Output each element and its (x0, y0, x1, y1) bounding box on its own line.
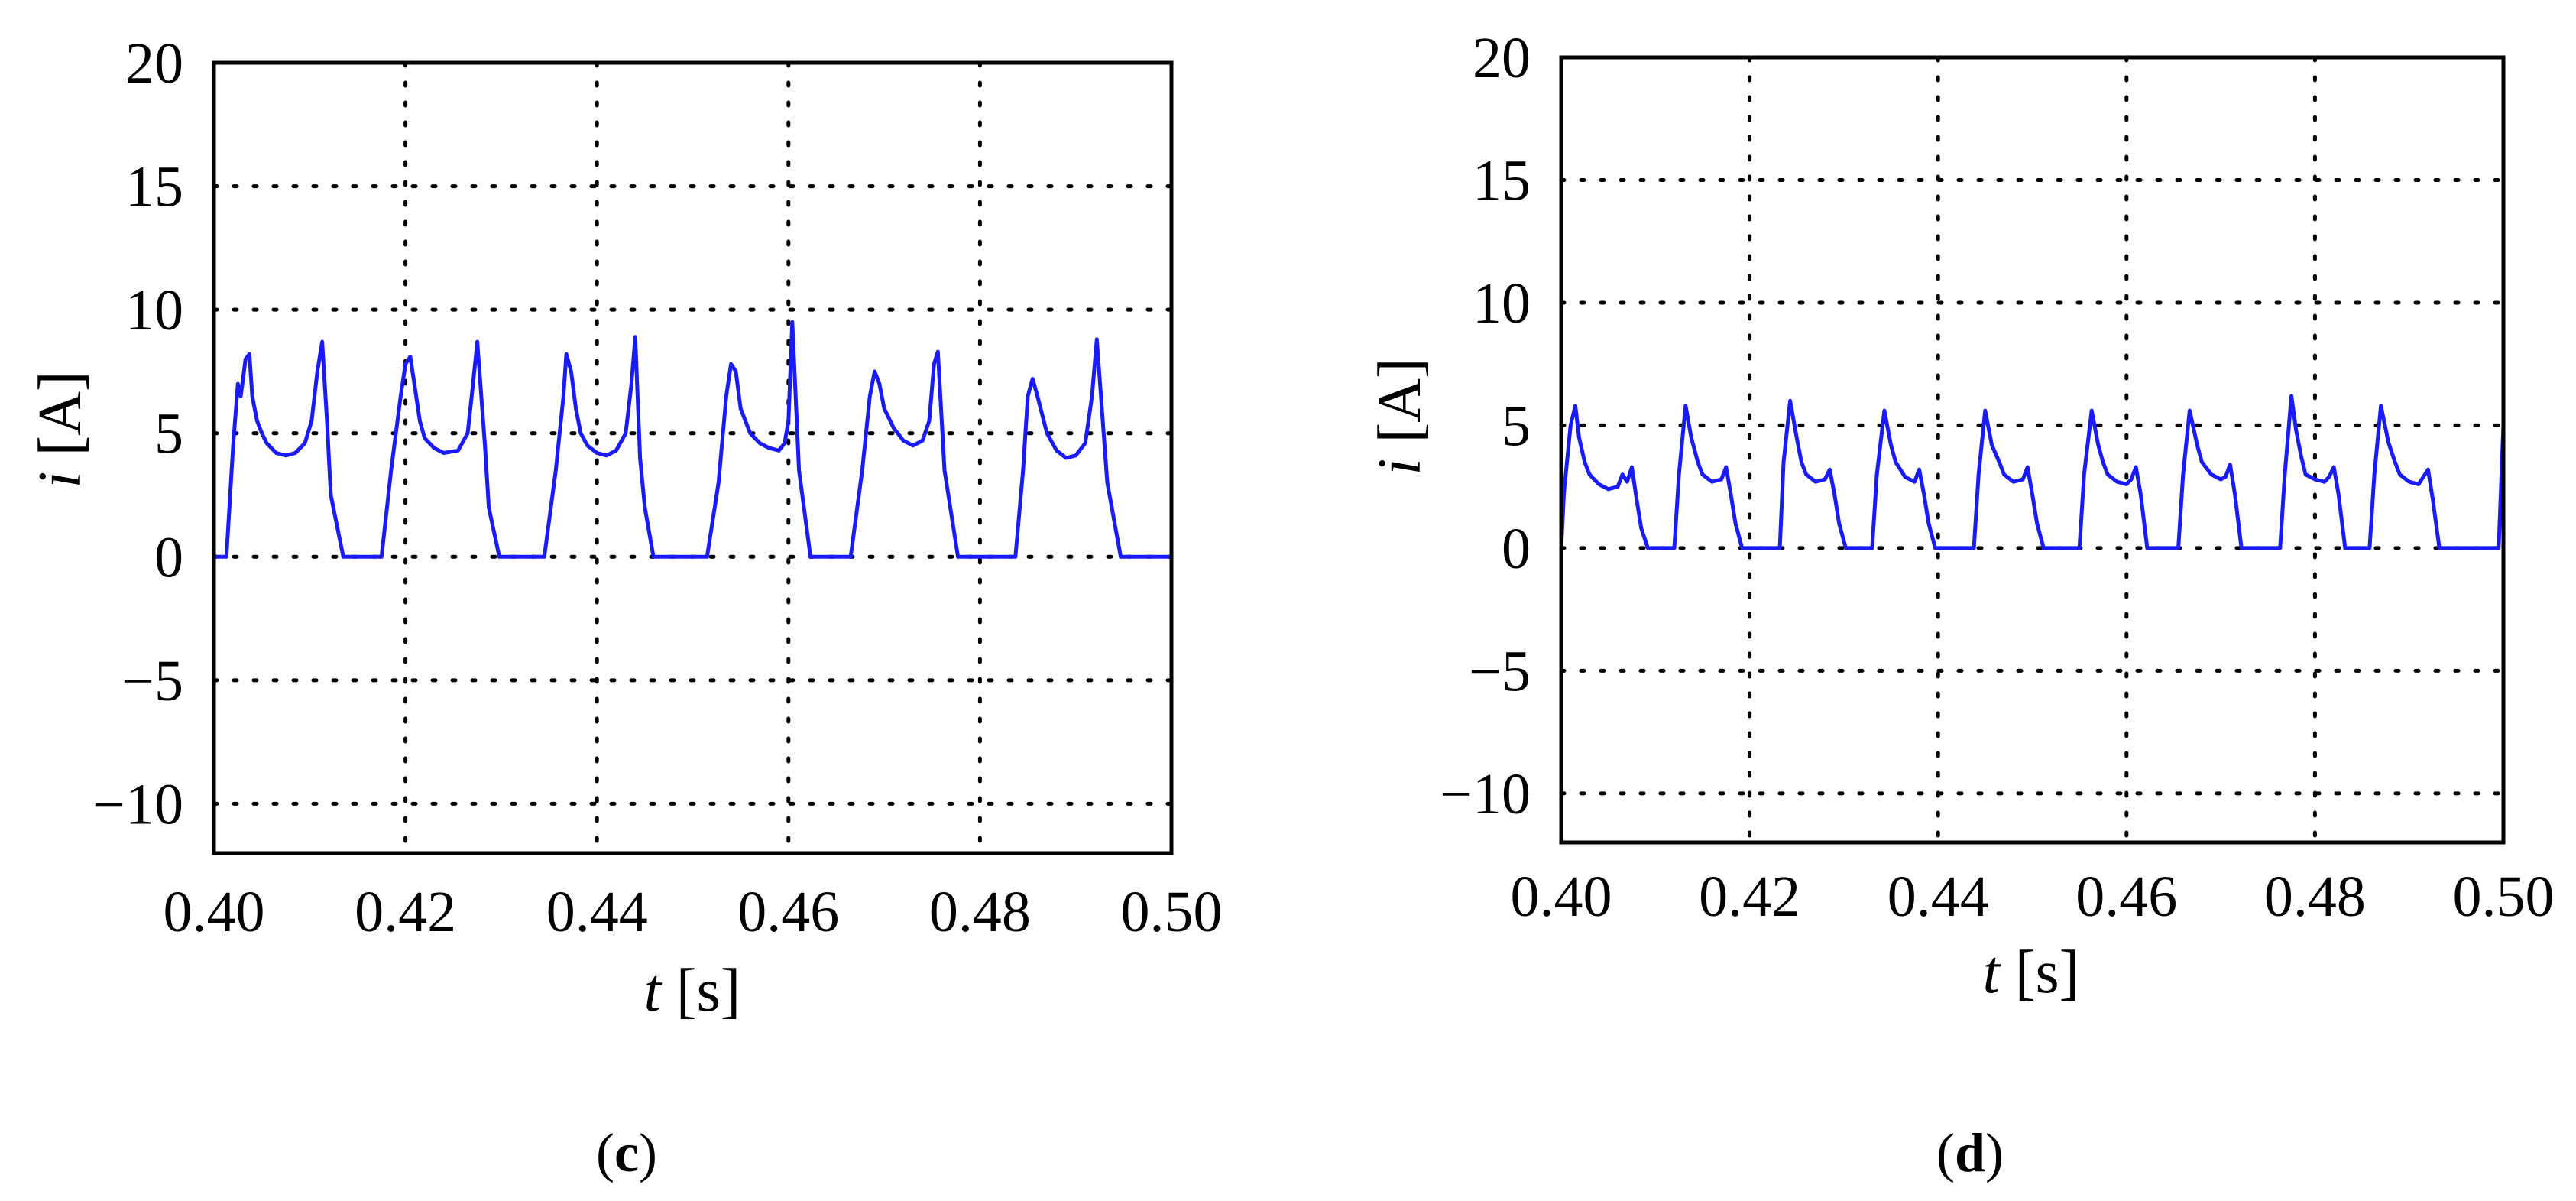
y-tick-label-c-2: 10 (125, 278, 183, 342)
y-axis-label-d: i [A] (1366, 358, 1434, 475)
panel-letter-d: d (1955, 1122, 1985, 1183)
panel-label-c: (c) (596, 1122, 657, 1183)
x-tick-label-d-1: 0.42 (1699, 865, 1800, 929)
current-trace-d-0 (1559, 394, 2506, 550)
plot-frame-d (1559, 55, 2506, 845)
x-axis-var-c: t (644, 957, 663, 1024)
y-ticks-c: 20 15 10 5 0 −5 −10 (92, 31, 183, 836)
x-axis-label-c: t [s] (644, 957, 741, 1024)
y-axis-unit-c: [A] (27, 371, 94, 456)
y-tick-label-d-0: 20 (1473, 26, 1531, 90)
y-tick-label-c-4: 0 (154, 525, 183, 589)
x-tick-label-d-2: 0.44 (1887, 865, 1989, 929)
grid-d (1559, 55, 2506, 845)
y-tick-label-c-1: 15 (125, 155, 183, 219)
x-ticks-c: 0.40 0.42 0.44 0.46 0.48 0.50 (164, 880, 1223, 944)
x-tick-label-c-2: 0.44 (546, 880, 648, 944)
x-tick-label-c-1: 0.42 (355, 880, 456, 944)
y-axis-var-d: i (1366, 458, 1434, 475)
x-tick-label-c-0: 0.40 (164, 880, 265, 944)
panel-letter-c: c (614, 1122, 639, 1183)
y-tick-label-c-3: 5 (154, 402, 183, 466)
panel-label-d: (d) (1936, 1122, 2004, 1183)
y-tick-label-c-0: 20 (125, 31, 183, 96)
x-axis-unit-c: [s] (676, 957, 740, 1024)
x-axis-var-d: t (1983, 939, 2001, 1006)
x-tick-label-d-0: 0.40 (1511, 865, 1612, 929)
x-axis-label-d: t [s] (1983, 939, 2080, 1006)
x-tick-label-c-5: 0.50 (1121, 880, 1223, 944)
y-axis-label-c: i [A] (27, 371, 94, 488)
x-ticks-d: 0.40 0.42 0.44 0.46 0.48 0.50 (1511, 865, 2555, 929)
grid-c (212, 60, 1174, 855)
y-tick-label-d-6: −10 (1440, 762, 1531, 826)
plot-frame-c (212, 60, 1174, 855)
y-ticks-d: 20 15 10 5 0 −5 −10 (1440, 26, 1531, 826)
x-axis-unit-d: [s] (2015, 939, 2079, 1006)
x-tick-label-c-3: 0.46 (737, 880, 839, 944)
x-tick-label-d-4: 0.48 (2264, 865, 2366, 929)
current-trace-c-0 (214, 320, 1171, 559)
trace-d (1559, 394, 2506, 550)
y-tick-label-d-4: 0 (1502, 517, 1531, 581)
y-axis-unit-d: [A] (1366, 358, 1434, 443)
y-tick-label-c-5: −5 (122, 649, 183, 713)
chart-panel-c: 20 15 10 5 0 −5 −10 0.40 0.42 0.44 0.46 0.48 0.50 t… (27, 31, 1223, 1183)
y-axis-var-c: i (27, 471, 94, 488)
x-tick-label-d-3: 0.46 (2075, 865, 2177, 929)
y-tick-label-d-5: −5 (1469, 639, 1531, 703)
y-tick-label-d-3: 5 (1502, 394, 1531, 458)
y-tick-label-d-2: 10 (1473, 271, 1531, 336)
x-tick-label-c-4: 0.48 (929, 880, 1031, 944)
y-tick-label-d-1: 15 (1473, 148, 1531, 213)
trace-c (214, 320, 1171, 559)
x-tick-label-d-5: 0.50 (2453, 865, 2555, 929)
chart-panel-d: 20 15 10 5 0 −5 −10 0.40 0.42 0.44 0.46 0.48 0.50 t… (1366, 26, 2555, 1183)
y-tick-label-c-6: −10 (92, 772, 183, 836)
